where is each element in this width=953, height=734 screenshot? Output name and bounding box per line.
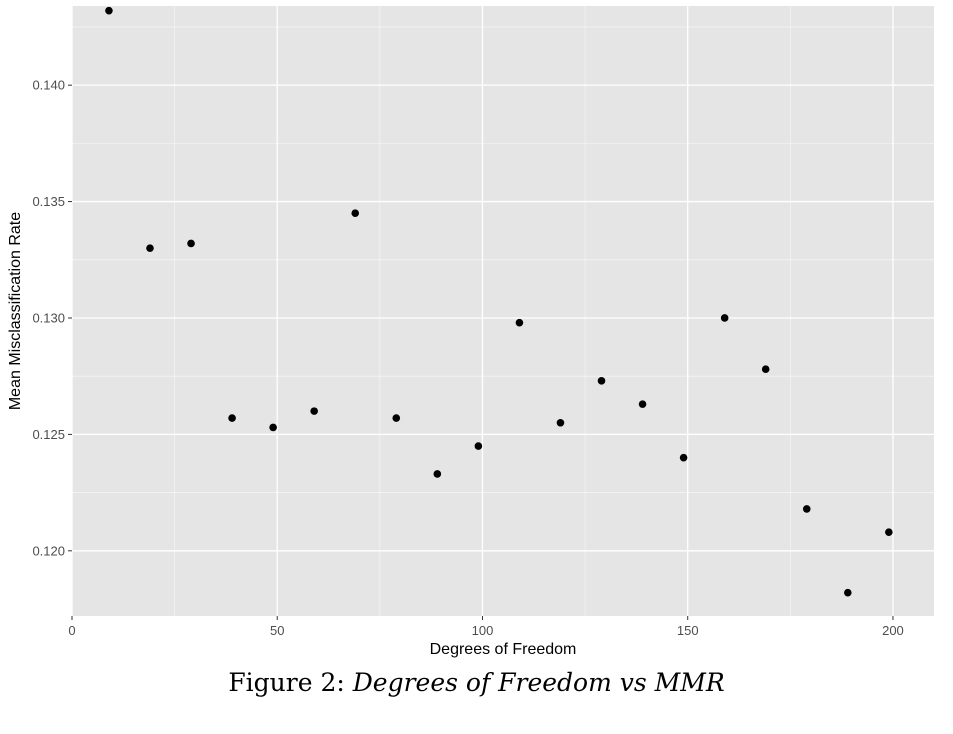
data-point xyxy=(146,244,154,252)
data-point xyxy=(392,414,401,422)
scatter-chart: 0 50 100 150 200 0.120 0.125 0.130 0.135 0.140 De… xyxy=(7,6,934,658)
data-point xyxy=(844,588,852,597)
x-axis-title: Degrees of Freedom xyxy=(430,641,577,658)
y-tick-label: 0.140 xyxy=(32,78,65,93)
data-point xyxy=(105,6,113,15)
data-point xyxy=(597,377,606,385)
caption-prefix: Figure 2: xyxy=(228,668,345,697)
data-point xyxy=(187,239,195,248)
data-point xyxy=(228,414,236,422)
x-tick-label: 0 xyxy=(68,623,75,638)
figure-caption: Figure 2: Degrees of Freedom vs MMR xyxy=(0,668,953,697)
y-tick-label: 0.130 xyxy=(32,310,65,325)
x-tick-label: 100 xyxy=(472,623,494,638)
x-tick-label: 150 xyxy=(677,623,699,638)
tick-labels: 0 50 100 150 200 0.120 0.125 0.130 0.135 0.140 xyxy=(32,78,903,638)
data-point xyxy=(638,400,647,408)
data-point xyxy=(679,453,688,462)
data-point xyxy=(433,470,442,478)
y-tick-label: 0.125 xyxy=(32,427,65,442)
plot-panel xyxy=(72,6,934,616)
data-point xyxy=(761,365,770,374)
axis-ticks xyxy=(68,84,894,620)
major-gridlines xyxy=(71,6,934,616)
data-point xyxy=(474,442,483,450)
y-tick-label: 0.120 xyxy=(32,543,65,558)
data-point xyxy=(310,407,318,415)
data-point xyxy=(885,528,893,536)
y-tick-label: 0.135 xyxy=(32,194,65,209)
data-point xyxy=(720,314,729,322)
data-point xyxy=(515,318,524,327)
x-tick-label: 50 xyxy=(270,623,284,638)
data-point xyxy=(802,505,811,513)
data-point xyxy=(556,418,565,427)
y-axis-title: Mean Misclassification Rate xyxy=(7,212,24,410)
minor-gridlines xyxy=(72,6,934,616)
caption-title: Degrees of Freedom vs MMR xyxy=(352,668,725,697)
data-point xyxy=(269,423,277,432)
data-points xyxy=(105,6,893,597)
x-tick-label: 200 xyxy=(882,623,904,638)
data-point xyxy=(351,209,360,218)
